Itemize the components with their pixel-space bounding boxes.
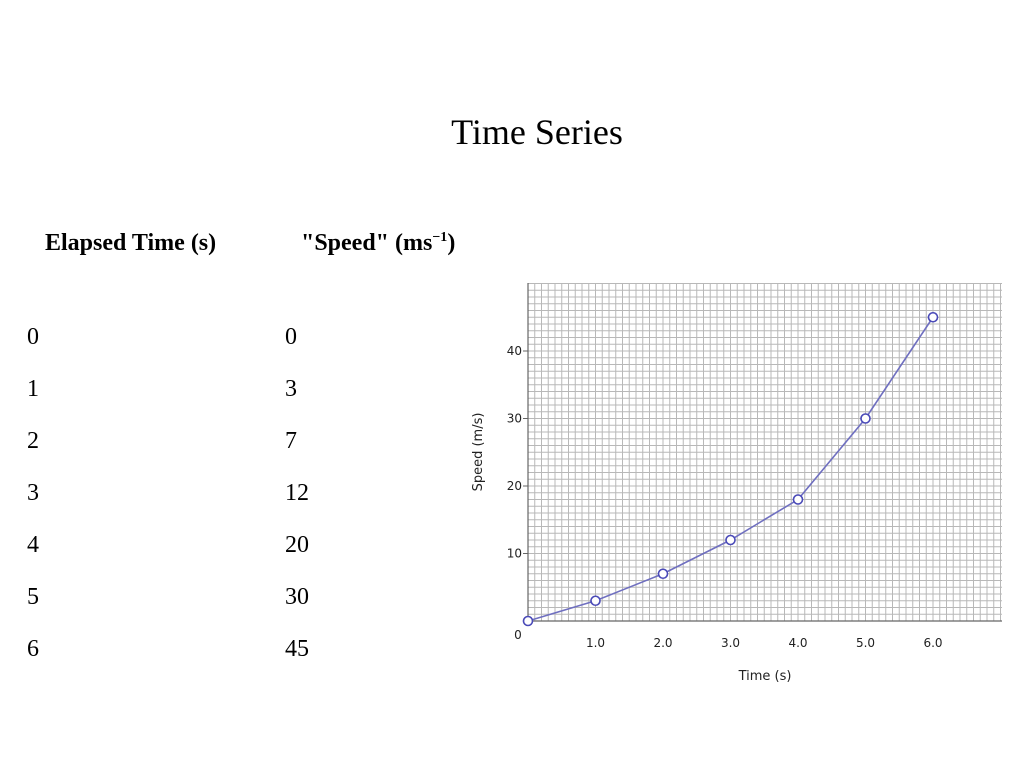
speed-cell: 45 — [285, 636, 309, 662]
y-axis-label: Speed (m/s) — [471, 413, 486, 492]
x-tick-label: 3.0 — [721, 636, 740, 650]
y-tick-label: 10 — [507, 547, 522, 561]
speed-cell: 7 — [285, 428, 297, 454]
y-tick-label: 30 — [507, 412, 522, 426]
y-tick-label: 40 — [507, 344, 522, 358]
data-point — [590, 595, 601, 607]
data-point — [927, 311, 939, 323]
origin-label: 0 — [514, 628, 522, 642]
time-cell: 5 — [27, 584, 39, 610]
speed-cell: 12 — [285, 480, 309, 506]
elapsed-time-header: Elapsed Time (s) — [45, 230, 217, 256]
x-tick-label: 2.0 — [653, 636, 672, 650]
speed-cell: 30 — [285, 584, 309, 610]
x-axis-label: Time (s) — [738, 669, 792, 684]
speed-header: "Speed" (ms−1) — [301, 225, 455, 261]
data-point — [860, 413, 871, 424]
time-cell: 6 — [27, 636, 39, 662]
time-cell: 3 — [27, 480, 39, 506]
x-tick-label: 1.0 — [586, 636, 605, 650]
data-point — [792, 494, 804, 505]
data-point — [725, 534, 736, 546]
time-cell: 1 — [27, 376, 39, 402]
x-tick-label: 4.0 — [788, 636, 807, 650]
speed-cell: 0 — [285, 324, 297, 350]
speed-header-exponent: −1 — [432, 230, 448, 245]
data-point — [657, 568, 669, 580]
time-cell: 4 — [27, 532, 39, 558]
x-tick-label: 5.0 — [856, 636, 875, 650]
speed-cell: 20 — [285, 532, 309, 558]
speed-header-close: ) — [447, 230, 456, 256]
speed-header-text: "Speed" (ms — [301, 230, 433, 256]
slide-title: Time Series — [451, 112, 623, 152]
time-cell: 0 — [27, 324, 39, 350]
time-cell: 2 — [27, 428, 39, 454]
y-tick-label: 20 — [507, 479, 522, 493]
data-point — [522, 615, 534, 627]
x-tick-label: 6.0 — [923, 636, 942, 650]
speed-cell: 3 — [285, 376, 297, 402]
